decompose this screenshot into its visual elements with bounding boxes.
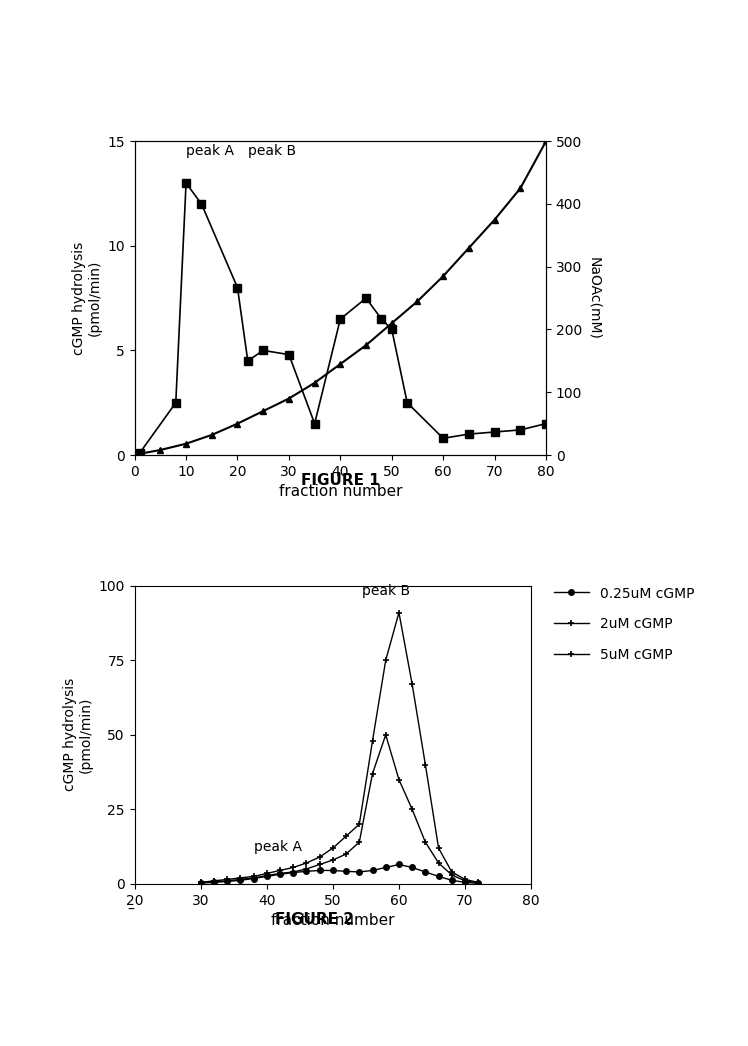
5uM cGMP <box>355 818 364 831</box>
2uM cGMP <box>196 877 205 889</box>
0.25uM cGMP <box>434 870 443 883</box>
5uM cGMP <box>473 877 482 889</box>
0.25uM cGMP <box>196 877 205 889</box>
0.25uM cGMP <box>408 861 417 873</box>
5uM cGMP <box>408 678 417 690</box>
0.25uM cGMP <box>381 861 390 873</box>
2uM cGMP <box>223 874 232 887</box>
0.25uM cGMP <box>421 866 430 879</box>
5uM cGMP <box>249 870 258 883</box>
Text: peak A: peak A <box>186 144 234 158</box>
2uM cGMP <box>328 854 337 866</box>
Text: FIGURE 1: FIGURE 1 <box>301 473 380 487</box>
5uM cGMP <box>421 758 430 771</box>
X-axis label: fraction number: fraction number <box>271 913 395 928</box>
0.25uM cGMP <box>302 865 311 878</box>
5uM cGMP <box>315 850 324 863</box>
5uM cGMP <box>209 874 218 887</box>
0.25uM cGMP <box>263 870 272 883</box>
0.25uM cGMP <box>315 864 324 877</box>
0.25uM cGMP <box>342 865 351 878</box>
5uM cGMP <box>434 842 443 855</box>
Text: FIGURE 2: FIGURE 2 <box>275 912 354 927</box>
2uM cGMP <box>263 869 272 882</box>
0.25uM cGMP <box>209 877 218 889</box>
2uM cGMP <box>473 877 482 889</box>
5uM cGMP <box>263 867 272 880</box>
2uM cGMP <box>408 803 417 816</box>
2uM cGMP <box>368 768 377 780</box>
2uM cGMP <box>342 847 351 860</box>
Line: 0.25uM cGMP: 0.25uM cGMP <box>198 862 481 886</box>
Legend: 0.25uM cGMP, 2uM cGMP, 5uM cGMP: 0.25uM cGMP, 2uM cGMP, 5uM cGMP <box>554 587 694 662</box>
2uM cGMP <box>381 729 390 742</box>
0.25uM cGMP <box>223 876 232 888</box>
5uM cGMP <box>328 842 337 855</box>
5uM cGMP <box>275 864 284 877</box>
Y-axis label: cGMP hydrolysis
(pmol/min): cGMP hydrolysis (pmol/min) <box>72 242 102 355</box>
Line: 5uM cGMP: 5uM cGMP <box>197 609 482 886</box>
Y-axis label: cGMP hydrolysis
(pmol/min): cGMP hydrolysis (pmol/min) <box>63 678 93 792</box>
5uM cGMP <box>447 866 456 879</box>
2uM cGMP <box>421 836 430 848</box>
5uM cGMP <box>461 873 470 886</box>
Text: peak B: peak B <box>361 584 410 597</box>
2uM cGMP <box>447 868 456 881</box>
2uM cGMP <box>394 773 403 786</box>
0.25uM cGMP <box>355 866 364 879</box>
0.25uM cGMP <box>236 874 245 887</box>
2uM cGMP <box>236 873 245 886</box>
5uM cGMP <box>196 877 205 889</box>
X-axis label: fraction number: fraction number <box>278 484 402 499</box>
5uM cGMP <box>368 734 377 747</box>
0.25uM cGMP <box>447 874 456 887</box>
2uM cGMP <box>315 858 324 870</box>
Y-axis label: NaOAc(mM): NaOAc(mM) <box>588 256 601 340</box>
0.25uM cGMP <box>461 877 470 889</box>
2uM cGMP <box>275 867 284 880</box>
5uM cGMP <box>381 654 390 666</box>
Text: peak B: peak B <box>248 144 296 158</box>
0.25uM cGMP <box>368 864 377 877</box>
0.25uM cGMP <box>394 858 403 870</box>
2uM cGMP <box>434 857 443 869</box>
5uM cGMP <box>342 829 351 842</box>
5uM cGMP <box>223 873 232 886</box>
0.25uM cGMP <box>275 868 284 881</box>
0.25uM cGMP <box>473 877 482 889</box>
2uM cGMP <box>461 874 470 887</box>
Text: peak A: peak A <box>254 840 301 854</box>
2uM cGMP <box>249 871 258 884</box>
5uM cGMP <box>394 607 403 619</box>
2uM cGMP <box>209 876 218 888</box>
5uM cGMP <box>302 857 311 869</box>
2uM cGMP <box>355 836 364 848</box>
2uM cGMP <box>289 866 298 879</box>
2uM cGMP <box>302 863 311 876</box>
5uM cGMP <box>236 871 245 884</box>
Line: 2uM cGMP: 2uM cGMP <box>197 731 482 886</box>
0.25uM cGMP <box>289 866 298 879</box>
Text: –: – <box>128 904 135 917</box>
5uM cGMP <box>289 861 298 873</box>
0.25uM cGMP <box>249 872 258 885</box>
0.25uM cGMP <box>328 864 337 877</box>
